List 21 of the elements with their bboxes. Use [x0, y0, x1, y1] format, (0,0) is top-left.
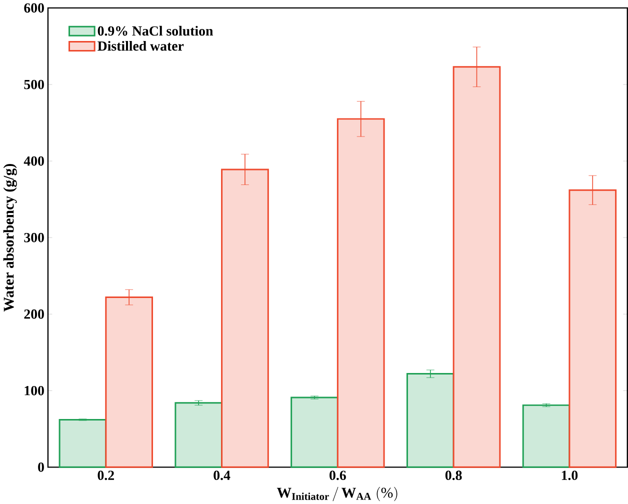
bar: [290, 396, 338, 468]
bar: [174, 402, 223, 468]
legend-label: 0.9% NaCl solution: [98, 26, 214, 36]
y-tick-label: 600: [24, 3, 44, 12]
x-tick-label: 0.8: [445, 470, 462, 480]
legend-label: Distilled water: [98, 40, 184, 50]
y-tick-label: 400: [24, 156, 44, 166]
y-tick-label: 0: [38, 462, 44, 472]
x-axis-title: $\mathbf{W}_{\mathbf{Initiator}}\,\mathbf{/}\,\mathbf{W}_{\mathbf{AA}}\ \mathbf{(\%)}$: [276, 486, 398, 501]
x-tick-label: 0.4: [214, 470, 230, 480]
y-tick-label: 200: [24, 309, 44, 319]
x-tick-label: 0.6: [330, 470, 346, 480]
x-tick-label: 0.2: [98, 470, 114, 480]
bar: [522, 404, 570, 468]
y-tick-label: 100: [24, 386, 44, 396]
x-tick-label: 1.0: [562, 470, 578, 480]
bar: [58, 418, 107, 468]
bar: [406, 372, 454, 468]
y-axis-title: Water absorbency (g/g): [3, 164, 17, 312]
y-tick-label: 500: [24, 80, 44, 89]
y-tick-label: 300: [24, 232, 44, 242]
